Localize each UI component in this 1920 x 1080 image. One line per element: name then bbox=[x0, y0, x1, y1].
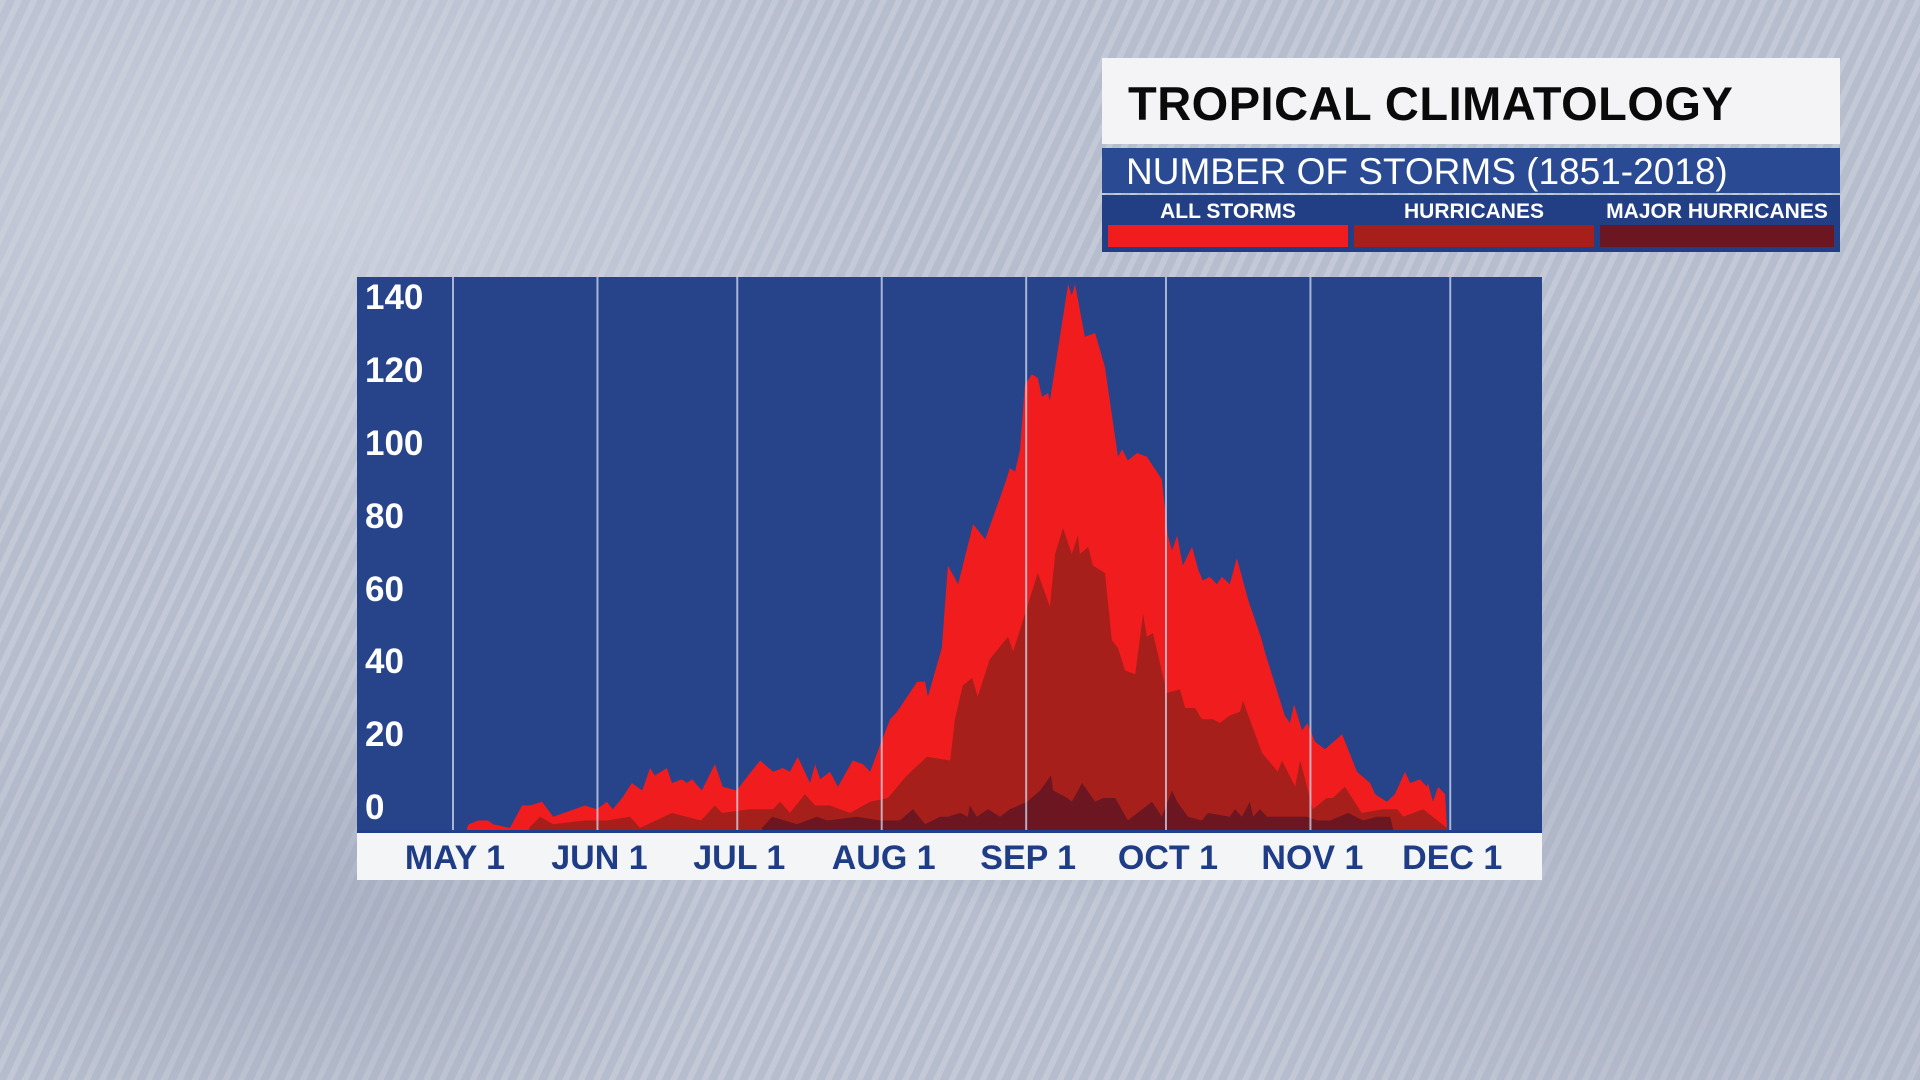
area-series-all-storms bbox=[467, 284, 1447, 830]
x-tick-label: SEP 1 bbox=[980, 839, 1077, 877]
legend-swatch-hurricanes bbox=[1354, 225, 1594, 247]
legend-item-all-storms: ALL STORMS bbox=[1108, 195, 1348, 252]
legend-swatch-all-storms bbox=[1108, 225, 1348, 247]
y-tick-label: 40 bbox=[365, 642, 404, 682]
chart-plot-area: 140 120 100 80 60 40 20 0 bbox=[357, 277, 1542, 830]
chart-title: TROPICAL CLIMATOLOGY bbox=[1128, 77, 1734, 130]
x-tick-label: NOV 1 bbox=[1261, 839, 1364, 877]
legend-item-major-hurricanes: MAJOR HURRICANES bbox=[1600, 195, 1834, 252]
y-tick-label: 80 bbox=[365, 496, 404, 536]
area-series-hurricanes bbox=[529, 528, 1447, 830]
x-tick-label: DEC 1 bbox=[1402, 839, 1503, 877]
legend-swatch-major-hurricanes bbox=[1600, 225, 1834, 247]
chart-subtitle: NUMBER OF STORMS (1851-2018) bbox=[1126, 151, 1728, 192]
y-tick-label: 140 bbox=[365, 278, 424, 318]
y-tick-label: 120 bbox=[365, 351, 424, 391]
y-tick-label: 60 bbox=[365, 569, 404, 609]
title-box: TROPICAL CLIMATOLOGY bbox=[1102, 58, 1840, 144]
y-tick-label: 0 bbox=[365, 788, 385, 827]
chart-areas bbox=[452, 277, 1452, 830]
legend-label: MAJOR HURRICANES bbox=[1606, 200, 1828, 223]
subtitle-box: NUMBER OF STORMS (1851-2018) bbox=[1102, 148, 1840, 193]
legend-item-hurricanes: HURRICANES bbox=[1354, 195, 1594, 252]
legend: ALL STORMS HURRICANES MAJOR HURRICANES bbox=[1102, 195, 1840, 252]
x-tick-label: AUG 1 bbox=[831, 839, 936, 877]
area-series-major-hurricanes bbox=[762, 775, 1393, 830]
x-axis: MAY 1 JUN 1 JUL 1 AUG 1 SEP 1 OCT 1 NOV 1 DEC 1 bbox=[357, 830, 1542, 880]
x-tick-label: JUL 1 bbox=[693, 839, 786, 877]
x-tick-label: MAY 1 bbox=[404, 839, 506, 877]
x-tick-label: JUN 1 bbox=[551, 839, 648, 877]
legend-label: HURRICANES bbox=[1403, 200, 1544, 223]
legend-label: ALL STORMS bbox=[1160, 200, 1296, 223]
x-tick-label: OCT 1 bbox=[1117, 839, 1219, 877]
y-tick-label: 100 bbox=[365, 424, 424, 463]
y-tick-label: 20 bbox=[365, 715, 404, 755]
